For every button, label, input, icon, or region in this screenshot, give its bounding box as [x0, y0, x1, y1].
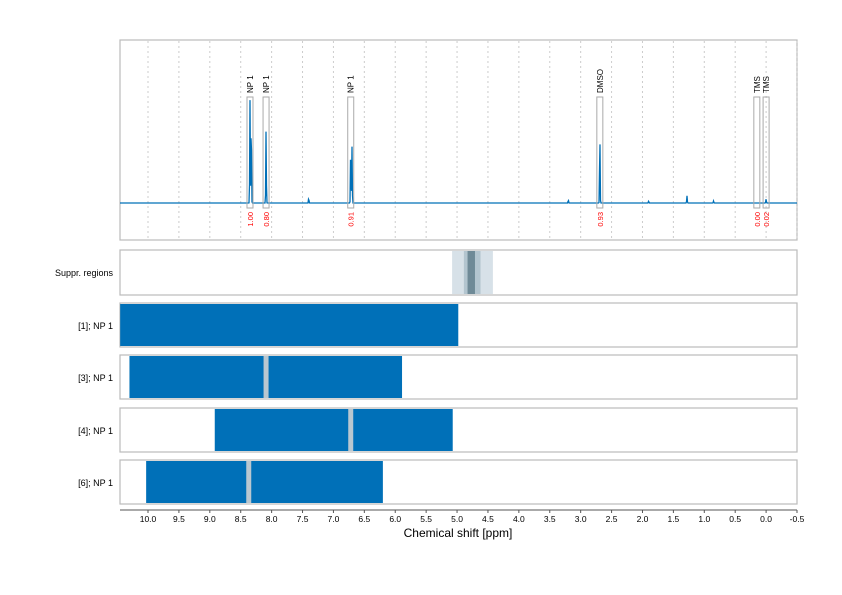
range-row-label: [3]; NP 1: [78, 373, 113, 383]
integral-label: NP 1: [246, 75, 255, 93]
integral-box: [762, 96, 770, 209]
integral-value: 0.80: [262, 212, 271, 227]
range-row: [6]; NP 1: [78, 459, 798, 505]
x-tick-label: 8.5: [235, 514, 247, 524]
x-tick-label: 5.5: [420, 514, 432, 524]
range-row-label: [1]; NP 1: [78, 321, 113, 331]
x-tick-label: 6.0: [389, 514, 401, 524]
integral-box: [596, 96, 604, 209]
suppressed-regions-panel: Suppr. regions: [55, 249, 798, 296]
integral-label: NP 1: [347, 75, 356, 93]
spectrum-panel: NP 1 1.00 NP 1 0.80 NP 1 0.91 DMSO 0.93 TMS 0.00 T…: [119, 39, 798, 241]
range-gap: [263, 356, 269, 398]
range-gap: [348, 409, 354, 451]
x-tick-label: 8.0: [266, 514, 278, 524]
integral-box: [347, 96, 355, 209]
x-tick-label: 9.0: [204, 514, 216, 524]
x-tick-label: 1.0: [698, 514, 710, 524]
x-tick-label: 6.5: [358, 514, 370, 524]
range-bar: [146, 461, 383, 503]
x-tick-label: 4.5: [482, 514, 494, 524]
suppressed-regions-label: Suppr. regions: [55, 268, 114, 278]
x-tick-label: 0.5: [729, 514, 741, 524]
suppressed-band: [467, 251, 475, 294]
x-tick-label: 3.5: [544, 514, 556, 524]
spectrum-frame: [119, 39, 798, 241]
x-tick-label: 10.0: [140, 514, 157, 524]
integral-value: 0.93: [596, 212, 605, 227]
integral-box: [753, 96, 761, 209]
x-tick-label: 2.0: [637, 514, 649, 524]
x-tick-label: 4.0: [513, 514, 525, 524]
integral-value: 1.00: [246, 212, 255, 227]
range-row-label: [4]; NP 1: [78, 426, 113, 436]
x-tick-label: 9.5: [173, 514, 185, 524]
x-tick-label: 1.5: [667, 514, 679, 524]
integral-label: TMS: [753, 76, 762, 93]
x-tick-label: 3.0: [575, 514, 587, 524]
x-axis-label: Chemical shift [ppm]: [404, 526, 513, 540]
integral-box: [246, 96, 254, 209]
range-row: [3]; NP 1: [78, 354, 798, 400]
integral-value: 0.00: [753, 212, 762, 227]
x-tick-label: -0.5: [790, 514, 805, 524]
range-gap: [246, 461, 252, 503]
integral-label: DMSO: [596, 69, 605, 93]
x-tick-label: 2.5: [606, 514, 618, 524]
integral-label: NP 1: [262, 75, 271, 93]
integral-value: 0.91: [347, 212, 356, 227]
x-tick-label: 7.0: [328, 514, 340, 524]
x-axis: 10.0 9.5 9.0 8.5 8.0 7.5 7.0 6.5 6.0 5.5 5.0 4.5 4.0…: [120, 509, 805, 524]
x-tick-label: 7.5: [297, 514, 309, 524]
x-tick-label: 0.0: [760, 514, 772, 524]
integral-label: TMS: [762, 76, 771, 93]
range-bar: [214, 409, 453, 451]
range-rows: [1]; NP 1 [3]; NP 1 [4]; NP 1 [6]; NP 1: [78, 302, 798, 505]
range-row-label: [6]; NP 1: [78, 478, 113, 488]
integral-value: 0.02: [762, 212, 771, 227]
range-row: [1]; NP 1: [78, 302, 798, 348]
x-tick-label: 5.0: [451, 514, 463, 524]
spectrum-line: [120, 100, 797, 204]
range-bar: [120, 304, 459, 346]
integral-box: [262, 96, 270, 209]
range-row: [4]; NP 1: [78, 407, 798, 453]
